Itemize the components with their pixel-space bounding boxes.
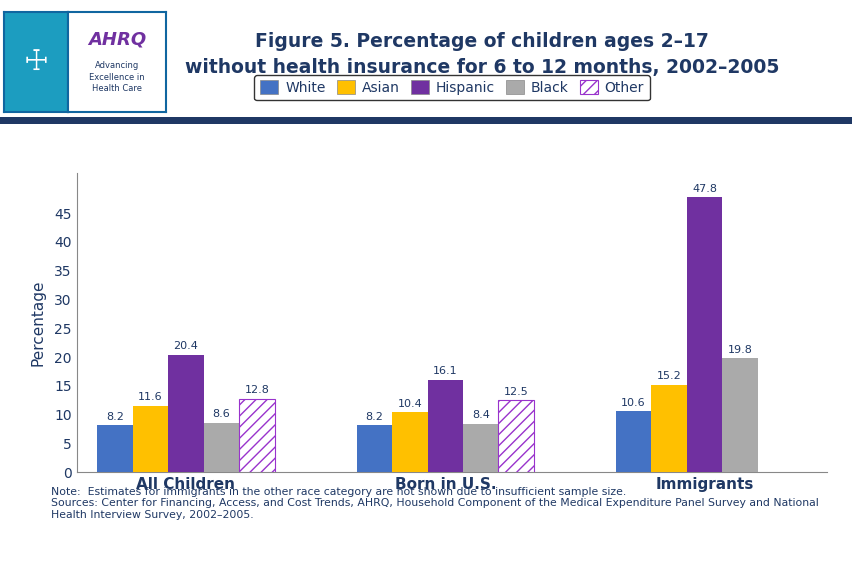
Bar [392,412,427,472]
Bar [463,424,498,472]
Text: 10.4: 10.4 [397,399,422,409]
Text: Figure 5. Percentage of children ages 2–17
without health insurance for 6 to 12 : Figure 5. Percentage of children ages 2–… [185,32,778,77]
Text: AHRQ: AHRQ [88,31,147,49]
Text: 11.6: 11.6 [138,392,163,402]
Text: 12.8: 12.8 [245,385,269,395]
Text: 16.1: 16.1 [433,366,457,376]
Bar [686,197,722,472]
Bar [168,355,204,472]
Bar [615,411,651,472]
Text: 8.6: 8.6 [212,410,230,419]
Text: 47.8: 47.8 [691,184,717,194]
Legend: White, Asian, Hispanic, Black, Other: White, Asian, Hispanic, Black, Other [254,75,649,100]
Bar [427,380,463,472]
Text: 8.2: 8.2 [106,412,124,422]
Text: 15.2: 15.2 [656,372,681,381]
Bar [722,358,757,472]
Text: 10.6: 10.6 [620,398,645,408]
Text: 8.4: 8.4 [471,411,489,420]
Bar [204,423,239,472]
Text: 8.2: 8.2 [365,412,383,422]
Text: 19.8: 19.8 [727,345,751,355]
Text: Note:  Estimates for immigrants in the other race category are not shown due to : Note: Estimates for immigrants in the ot… [51,487,818,520]
Text: 12.5: 12.5 [504,387,528,397]
Bar [498,400,533,472]
Text: ☩: ☩ [24,48,49,76]
Bar [133,406,168,472]
Text: 20.4: 20.4 [173,342,199,351]
Y-axis label: Percentage: Percentage [31,279,46,366]
Bar [97,425,133,472]
Bar [651,385,686,472]
Bar [239,399,274,472]
Bar [356,425,392,472]
Text: Advancing
Excellence in
Health Care: Advancing Excellence in Health Care [89,62,145,93]
